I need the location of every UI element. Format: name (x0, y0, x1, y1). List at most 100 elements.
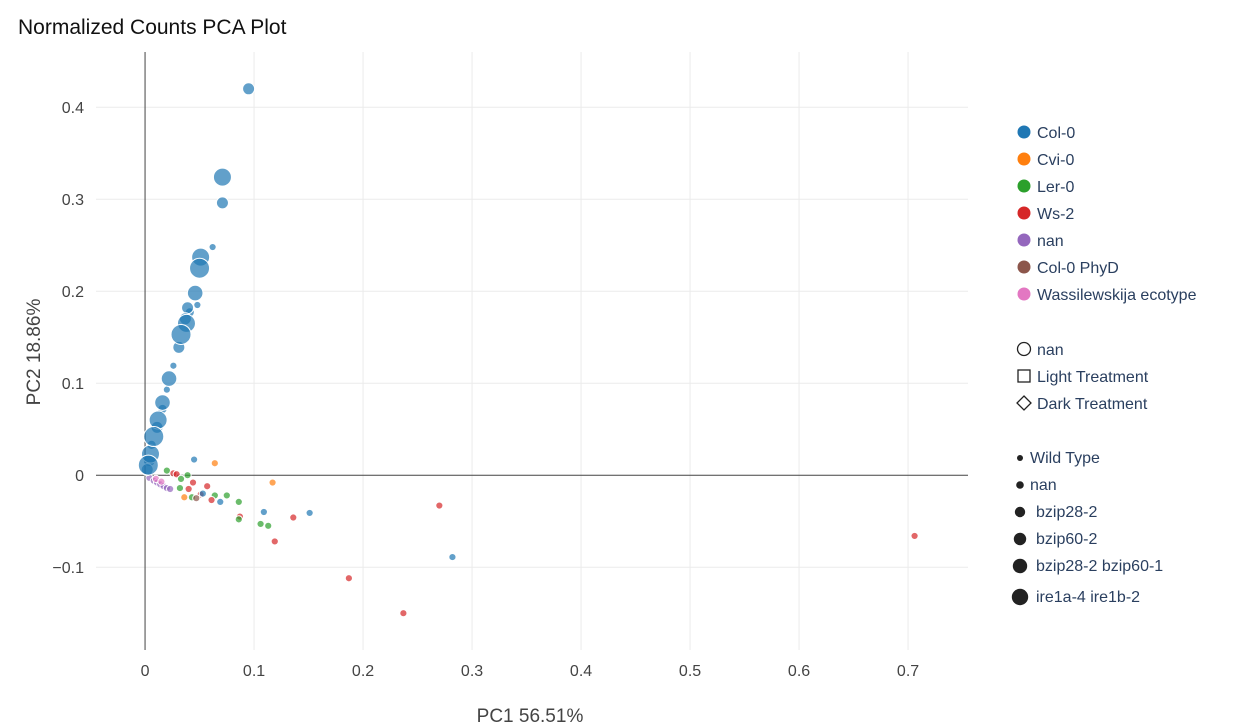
x-tick-label: 0.3 (461, 663, 483, 680)
data-point (181, 301, 195, 315)
legend-shape-label: nan (1037, 342, 1064, 359)
data-point (910, 531, 919, 541)
x-tick-label: 0.2 (352, 663, 374, 680)
data-point (264, 521, 273, 530)
grid-lines (96, 52, 968, 650)
data-point (234, 515, 243, 524)
data-point (289, 513, 298, 522)
legend-size-label: bzip28-2 (1036, 504, 1097, 521)
x-tick-label: 0.1 (243, 663, 265, 680)
y-tick-label: 0 (75, 468, 84, 485)
x-tick-label: 0.6 (788, 663, 810, 680)
y-tick-labels: −0.1 0 0.1 0.2 0.3 0.4 (52, 100, 84, 577)
data-point (176, 474, 186, 483)
legend-diamond-symbol (1016, 395, 1032, 411)
data-point (215, 196, 229, 210)
legend-size-label: ire1a-4 ire1b-2 (1036, 589, 1140, 606)
y-tick-label: 0.1 (62, 376, 84, 393)
legend-square-symbol (1017, 369, 1031, 383)
data-point (210, 459, 219, 468)
legend-color-label: Wassilewskija ecotype (1037, 287, 1197, 304)
legend-color-swatch (1017, 233, 1031, 247)
legend-size-label: bzip28-2 bzip60-1 (1036, 558, 1163, 575)
legend-circle-symbol (1016, 341, 1032, 357)
data-point (160, 370, 178, 387)
x-tick-label: 0 (141, 663, 150, 680)
legend-color-label: Col-0 (1037, 125, 1075, 142)
legend-color-label: Ler-0 (1037, 179, 1074, 196)
data-point (143, 426, 165, 448)
y-tick-label: 0.2 (62, 284, 84, 301)
legend-color-swatch (1017, 152, 1031, 166)
y-tick-label: 0.3 (62, 192, 84, 209)
data-point (184, 484, 193, 494)
data-point (162, 385, 171, 394)
legend-size-marker (1016, 481, 1024, 489)
data-point (242, 82, 256, 96)
data-point (216, 497, 225, 506)
data-point (192, 494, 201, 503)
data-point (180, 493, 189, 502)
zero-axes (96, 52, 968, 650)
data-point (169, 361, 178, 370)
legend-color-label: Cvi-0 (1037, 152, 1074, 169)
data-point (193, 300, 202, 310)
legend: Col-0 Cvi-0 Ler-0 Ws-2 nan Col-0 PhyD Wassilew… (1011, 125, 1197, 606)
x-tick-label: 0.4 (570, 663, 592, 680)
x-tick-label: 0.5 (679, 663, 701, 680)
data-point (189, 257, 211, 279)
y-axis-title: PC2 18.86% (24, 299, 45, 406)
legend-color-swatch (1017, 206, 1031, 220)
legend-size-marker (1012, 558, 1028, 574)
data-point (175, 483, 185, 493)
legend-size-marker (1014, 506, 1026, 518)
data-point (207, 495, 216, 505)
data-point (399, 609, 408, 618)
data-point (198, 489, 207, 498)
x-axis-title: PC1 56.51% (477, 706, 584, 726)
data-point (183, 471, 192, 480)
legend-color-swatch (1017, 287, 1031, 301)
legend-color-label: Col-0 PhyD (1037, 260, 1119, 277)
data-point (166, 484, 175, 494)
data-point (154, 394, 171, 411)
x-tick-label: 0.7 (897, 663, 919, 680)
data-point (256, 519, 265, 529)
y-tick-label: −0.1 (52, 560, 84, 577)
legend-size-label: bzip60-2 (1036, 531, 1097, 548)
legend-color-label: nan (1037, 233, 1064, 250)
y-tick-label: 0.4 (62, 100, 84, 117)
legend-size-marker (1017, 455, 1023, 461)
data-point (268, 478, 277, 487)
data-point (203, 482, 212, 491)
data-point (137, 454, 159, 476)
data-point (170, 323, 192, 345)
chart-title: Normalized Counts PCA Plot (18, 16, 287, 39)
legend-size-marker (1013, 532, 1027, 546)
data-point (448, 552, 457, 562)
data-point (435, 501, 444, 510)
legend-shape-label: Light Treatment (1037, 369, 1149, 386)
data-point (344, 574, 353, 583)
data-point (234, 497, 243, 506)
data-point (157, 477, 166, 486)
data-point (186, 284, 204, 302)
legend-color-swatch (1017, 179, 1031, 193)
data-point (190, 455, 199, 464)
legend-size-marker (1011, 588, 1029, 606)
data-points (137, 82, 919, 618)
data-point (270, 537, 279, 546)
legend-size-label: nan (1030, 477, 1057, 494)
data-point (208, 242, 217, 252)
legend-color-swatch (1017, 125, 1031, 139)
data-point (212, 167, 232, 187)
data-point (305, 508, 314, 518)
data-point (259, 507, 268, 517)
data-point (222, 491, 231, 500)
legend-color-swatch (1017, 260, 1031, 274)
data-point (188, 478, 198, 487)
legend-color-label: Ws-2 (1037, 206, 1074, 223)
legend-size-label: Wild Type (1030, 450, 1100, 467)
legend-shape-label: Dark Treatment (1037, 396, 1148, 413)
